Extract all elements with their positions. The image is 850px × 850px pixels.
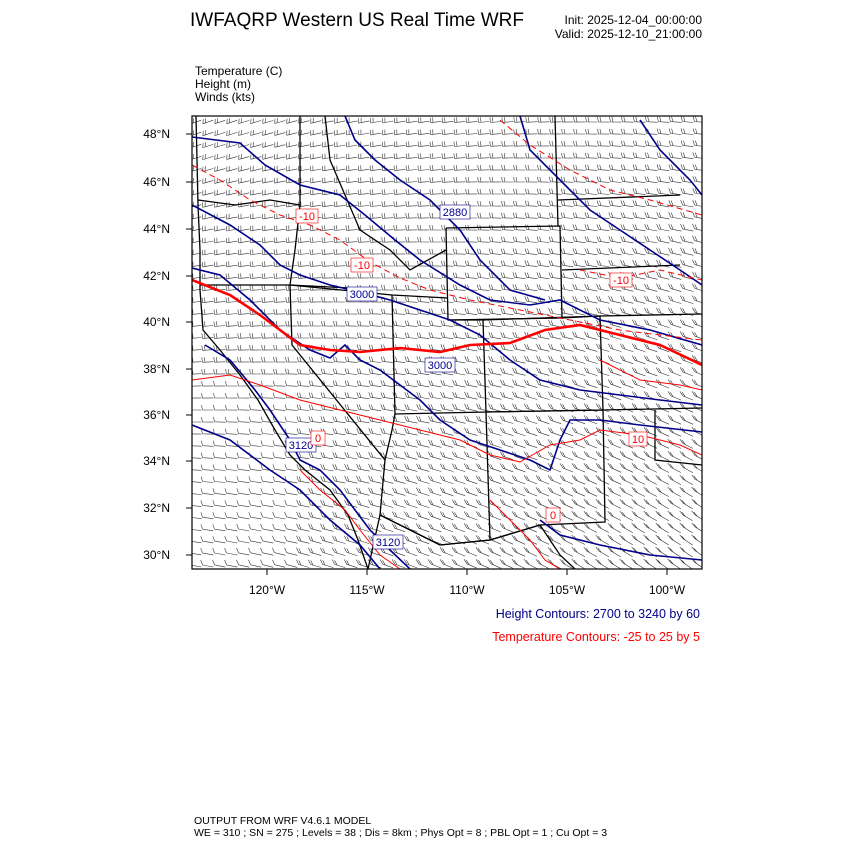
border-wa-or [197, 199, 301, 206]
svg-text:3120: 3120 [289, 440, 313, 452]
svg-text:-10: -10 [354, 260, 370, 272]
coastline [195, 116, 369, 569]
border-id-mt [324, 116, 447, 271]
svg-text:-10: -10 [613, 275, 629, 287]
border-ok-tx [602, 407, 702, 411]
lat-tick-label: 44°N [143, 222, 170, 236]
tick-marks [186, 133, 668, 575]
border-ca-nv [289, 284, 386, 461]
plot-title: IWFAQRP Western US Real Time WRF [190, 10, 524, 31]
border-mt-nd [554, 116, 559, 227]
valid-time: Valid: 2025-12-10_21:00:00 [554, 27, 702, 41]
wind-barb-field [192, 116, 702, 569]
lat-tick-label: 48°N [143, 127, 170, 141]
lon-tick-label: 105°W [548, 583, 586, 597]
footer-config: WE = 310 ; SN = 275 ; Levels = 38 ; Dis … [194, 827, 608, 839]
axis-ticks [186, 133, 668, 575]
height-label: 3000 [346, 286, 378, 302]
height-label: 3120 [285, 437, 317, 453]
height-label: 3120 [372, 534, 404, 550]
svg-text:-10: -10 [299, 211, 315, 223]
temperature-contours [192, 119, 702, 569]
svg-text:0: 0 [315, 433, 321, 445]
lat-tick-label: 38°N [143, 362, 170, 376]
footer-model: OUTPUT FROM WRF V4.6.1 MODEL [194, 815, 372, 827]
lat-tick-label: 42°N [143, 269, 170, 283]
lon-tick-label: 100°W [648, 583, 686, 597]
init-time: Init: 2025-12-04_00:00:00 [564, 13, 702, 27]
height-label: 2880 [439, 204, 471, 220]
svg-text:3000: 3000 [428, 360, 452, 372]
temperature-label: 0 [545, 507, 561, 523]
svg-text:3120: 3120 [376, 537, 400, 549]
lat-tick-label: 40°N [143, 315, 170, 329]
temperature-label: 10 [628, 431, 648, 447]
border-mexico [367, 514, 576, 569]
state-borders [195, 116, 702, 569]
lat-tick-label: 30°N [143, 548, 170, 562]
temperature-label: -10 [609, 272, 633, 288]
temperature-label: -10 [295, 208, 319, 224]
lon-tick-label: 115°W [349, 583, 385, 597]
height-label: 3000 [424, 357, 456, 373]
lat-tick-label: 32°N [143, 501, 170, 515]
variable-height: Height (m) [195, 77, 252, 91]
border-wy [445, 225, 563, 321]
contour-labels: 2880 3000 3000 3120 3120 -10 -10 -10 0 1… [285, 204, 648, 550]
variable-winds: Winds (kts) [195, 90, 255, 104]
svg-text:0: 0 [550, 510, 556, 522]
height-contour-legend: Height Contours: 2700 to 3240 by 60 [495, 607, 700, 621]
svg-text:3000: 3000 [350, 289, 374, 301]
lat-tick-label: 34°N [143, 454, 170, 468]
lat-tick-label: 46°N [143, 175, 170, 189]
height-contours [192, 116, 702, 569]
wind-barbs [192, 116, 702, 569]
border-sd-ne [561, 264, 681, 271]
map-frame [191, 115, 703, 570]
variable-temperature: Temperature (C) [195, 64, 283, 78]
lon-tick-label: 120°W [248, 583, 286, 597]
svg-text:2880: 2880 [443, 207, 467, 219]
border-wa-id [289, 116, 301, 286]
lon-tick-label: 110°W [449, 583, 485, 597]
temperature-contour-legend: Temperature Contours: -25 to 25 by 5 [492, 630, 700, 644]
svg-text:10: 10 [632, 434, 644, 446]
lat-tick-label: 36°N [143, 408, 170, 422]
temperature-label: -10 [350, 257, 374, 273]
temperature-label: 0 [310, 430, 326, 446]
border-or-ca-nv [200, 284, 351, 289]
